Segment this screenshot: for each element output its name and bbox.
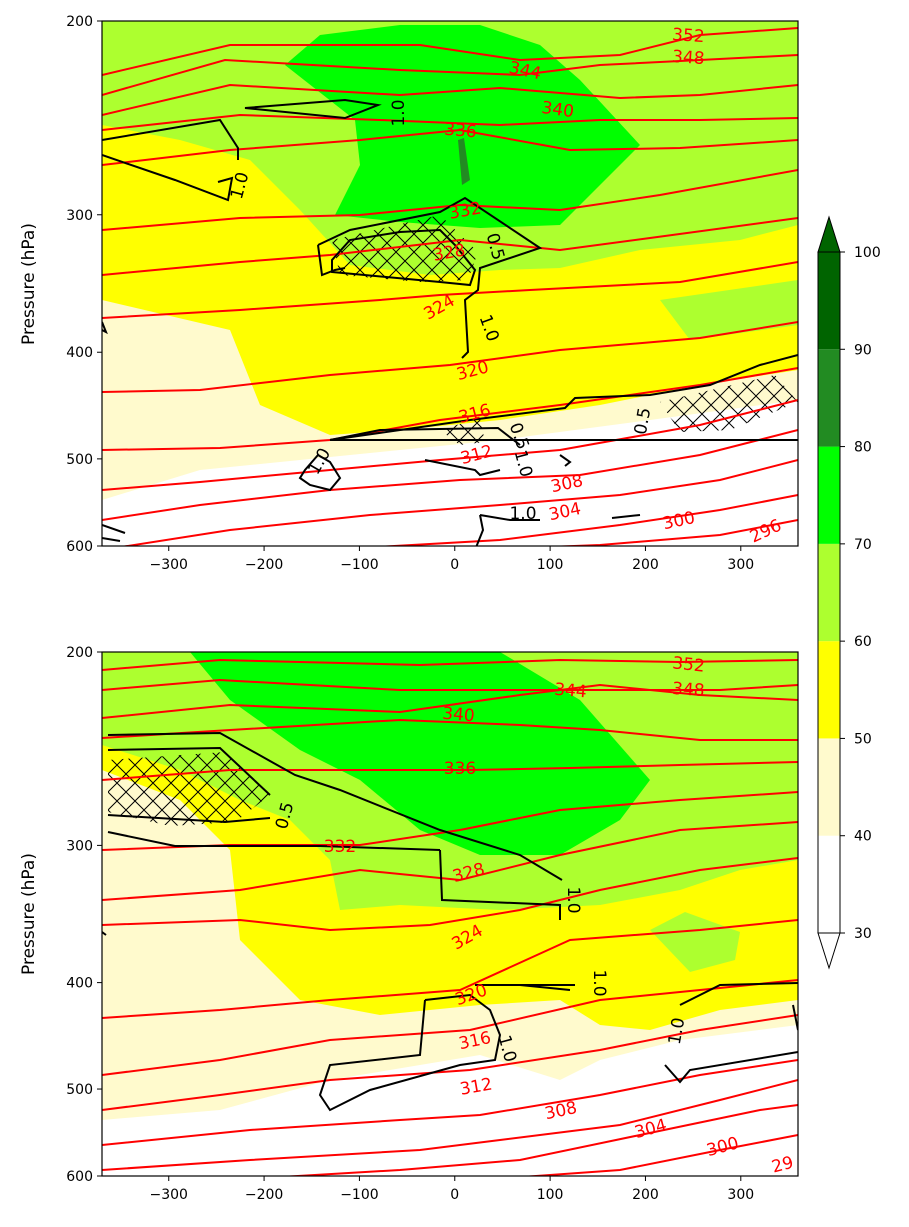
y-tick-label: 200 xyxy=(66,14,93,30)
colorbar-segment xyxy=(818,349,840,447)
top-y-axis-title: Pressure (hPa) xyxy=(19,223,39,345)
contour-label: 1.0 xyxy=(665,1016,689,1046)
x-tick-label: 100 xyxy=(537,1187,564,1203)
colorbar-segment xyxy=(818,543,840,642)
bottom-panel: −300 −200 −100 0 100 200 300 200 300 400 500 600 35… xyxy=(19,645,799,1203)
top-shading xyxy=(102,21,798,546)
colorbar-segment xyxy=(818,835,840,933)
theta-label: 348 xyxy=(671,679,705,701)
y-tick-label: 500 xyxy=(66,452,93,468)
x-tick-label: −200 xyxy=(245,1187,283,1203)
x-tick-label: −200 xyxy=(245,557,283,573)
colorbar-segment xyxy=(818,252,840,350)
y-tick-label: 600 xyxy=(66,1169,93,1185)
x-tick-label: 300 xyxy=(727,1187,754,1203)
y-tick-label: 200 xyxy=(66,645,93,661)
colorbar-tick-label: 70 xyxy=(854,537,872,553)
x-tick-label: −300 xyxy=(150,1187,188,1203)
y-tick-label: 600 xyxy=(66,539,93,555)
theta-label: 336 xyxy=(444,759,476,779)
contour-label: 1.0 xyxy=(509,504,536,524)
x-tick-label: 200 xyxy=(632,1187,659,1203)
x-tick-label: 200 xyxy=(632,557,659,573)
top-black-contours xyxy=(102,98,798,546)
theta-label: 340 xyxy=(441,704,475,727)
top-frame xyxy=(101,20,799,547)
contour-label: 1.0 xyxy=(589,969,609,996)
theta-label: 340 xyxy=(540,98,575,122)
bottom-y-axis-title: Pressure (hPa) xyxy=(19,853,39,975)
x-tick-label: 0 xyxy=(450,1187,459,1203)
colorbar-segment xyxy=(818,446,840,544)
colorbar-segment xyxy=(818,738,840,836)
colorbar-segment xyxy=(818,641,840,739)
theta-label: 352 xyxy=(671,653,705,676)
theta-label: 332 xyxy=(324,837,356,857)
bottom-frame xyxy=(101,651,799,1177)
colorbar-tick-label: 80 xyxy=(854,440,872,456)
top-axes: −300 −200 −100 0 100 200 300 200 300 400 500 600 xyxy=(66,14,754,573)
top-theta-contours xyxy=(102,27,798,546)
colorbar-tick-label: 30 xyxy=(854,926,872,942)
colorbar-extend-max xyxy=(817,215,841,253)
contour-label: 1.0 xyxy=(389,99,409,126)
colorbar-tick-label: 100 xyxy=(854,245,881,261)
y-tick-label: 400 xyxy=(66,976,93,992)
x-tick-label: 0 xyxy=(450,557,459,573)
colorbar-tick-label: 50 xyxy=(854,731,872,747)
colorbar-extend-min xyxy=(817,932,841,970)
top-black-labels: 1.0 1.0 0.5 1.0 1.0 0.5 0.5 1.0 1.0 xyxy=(227,99,655,524)
colorbar-frame xyxy=(817,251,841,934)
y-tick-label: 400 xyxy=(66,345,93,361)
theta-label: 344 xyxy=(553,680,587,703)
bottom-black-contours xyxy=(102,731,798,1112)
y-tick-label: 500 xyxy=(66,1082,93,1098)
y-tick-label: 300 xyxy=(66,838,93,854)
top-panel: −300 −200 −100 0 100 200 300 200 300 400 500 600 35… xyxy=(19,14,799,573)
x-tick-label: 300 xyxy=(727,557,754,573)
colorbar-tick-label: 90 xyxy=(854,342,872,358)
x-tick-label: −100 xyxy=(340,557,378,573)
contour-label: 0.5 xyxy=(631,406,655,436)
x-tick-label: 100 xyxy=(537,557,564,573)
x-tick-label: −100 xyxy=(340,1187,378,1203)
theta-label: 348 xyxy=(671,47,705,69)
bottom-axes: −300 −200 −100 0 100 200 300 200 300 400 500 600 xyxy=(66,645,754,1203)
x-tick-label: −300 xyxy=(150,557,188,573)
colorbar-tick-label: 60 xyxy=(854,634,872,650)
contour-label: 1.0 xyxy=(563,886,583,913)
y-tick-label: 300 xyxy=(66,208,93,224)
theta-label: 352 xyxy=(671,25,705,47)
theta-label: 336 xyxy=(443,120,477,143)
bottom-shading xyxy=(102,652,798,1176)
colorbar-tick-label: 40 xyxy=(854,829,872,845)
colorbar: 30 40 50 60 70 80 90 100 xyxy=(817,215,881,970)
